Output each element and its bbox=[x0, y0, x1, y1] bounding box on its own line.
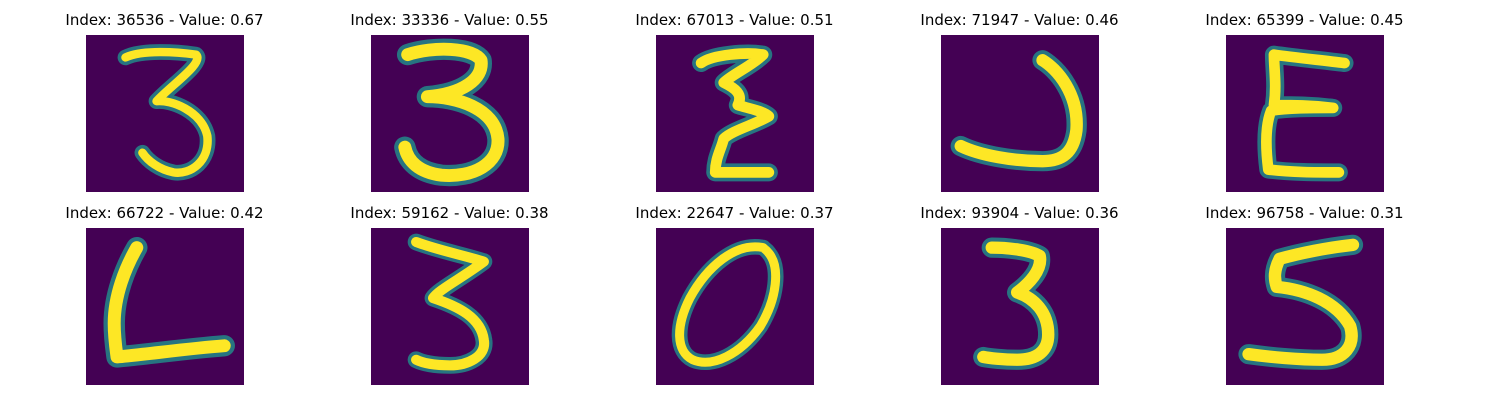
digit-panel-2: Index: 33336 - Value: 0.55 bbox=[307, 10, 592, 200]
digit-image bbox=[656, 35, 814, 192]
digit-image bbox=[1226, 228, 1384, 385]
panel-title: Index: 36536 - Value: 0.67 bbox=[65, 11, 264, 29]
digit-image bbox=[86, 228, 244, 385]
digit-panel-1: Index: 36536 - Value: 0.67 bbox=[22, 10, 307, 200]
digit-panel-8: Index: 22647 - Value: 0.37 bbox=[592, 203, 877, 393]
panel-title: Index: 33336 - Value: 0.55 bbox=[350, 11, 549, 29]
digit-image bbox=[656, 228, 814, 385]
digit-image bbox=[941, 228, 1099, 385]
panel-title: Index: 93904 - Value: 0.36 bbox=[920, 204, 1119, 222]
panel-title: Index: 22647 - Value: 0.37 bbox=[635, 204, 834, 222]
digit-panel-4: Index: 71947 - Value: 0.46 bbox=[877, 10, 1162, 200]
digit-panel-6: Index: 66722 - Value: 0.42 bbox=[22, 203, 307, 393]
digit-image bbox=[371, 35, 529, 192]
digit-image bbox=[86, 35, 244, 192]
digit-image bbox=[371, 228, 529, 385]
panel-title: Index: 67013 - Value: 0.51 bbox=[635, 11, 834, 29]
panel-title: Index: 66722 - Value: 0.42 bbox=[65, 204, 264, 222]
digit-panel-5: Index: 65399 - Value: 0.45 bbox=[1162, 10, 1447, 200]
digit-panel-7: Index: 59162 - Value: 0.38 bbox=[307, 203, 592, 393]
digit-panel-10: Index: 96758 - Value: 0.31 bbox=[1162, 203, 1447, 393]
panel-title: Index: 96758 - Value: 0.31 bbox=[1205, 204, 1404, 222]
panel-title: Index: 59162 - Value: 0.38 bbox=[350, 204, 549, 222]
digit-image bbox=[941, 35, 1099, 192]
digit-panel-9: Index: 93904 - Value: 0.36 bbox=[877, 203, 1162, 393]
digit-image bbox=[1226, 35, 1384, 192]
digit-panel-3: Index: 67013 - Value: 0.51 bbox=[592, 10, 877, 200]
panel-title: Index: 65399 - Value: 0.45 bbox=[1205, 11, 1404, 29]
panel-title: Index: 71947 - Value: 0.46 bbox=[920, 11, 1119, 29]
